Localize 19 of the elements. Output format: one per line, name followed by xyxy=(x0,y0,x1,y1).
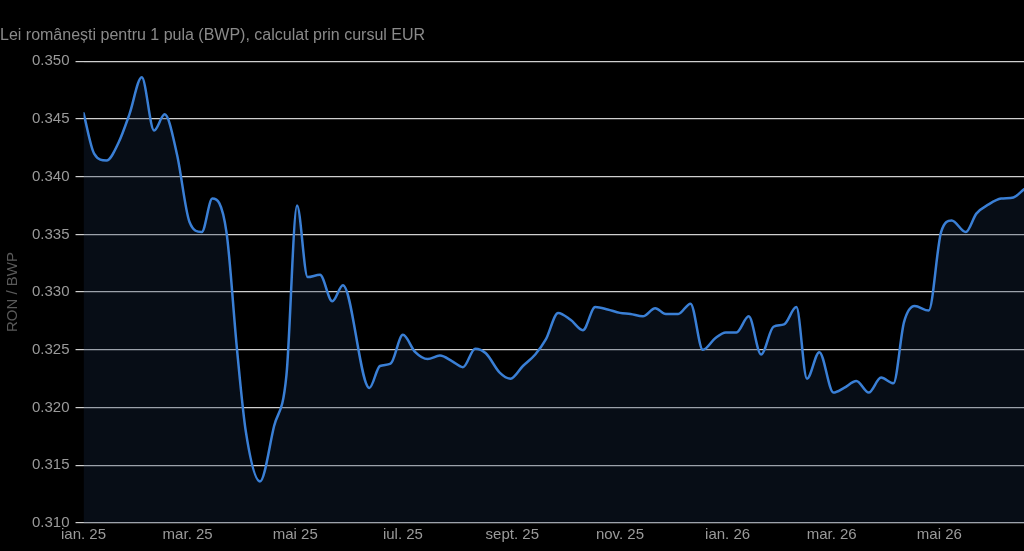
x-tick-label: ian. 26 xyxy=(705,525,751,543)
chart-title: Lei românești pentru 1 pula (BWP), calculat prin cursul EUR xyxy=(0,26,426,44)
y-tick-label: 0.325 xyxy=(31,339,70,357)
x-tick-label: mar. 26 xyxy=(806,525,857,543)
x-tick-label: mai 25 xyxy=(272,525,318,543)
x-tick-label: nov. 25 xyxy=(595,525,644,543)
y-tick-label: 0.335 xyxy=(31,224,70,242)
x-tick-label: mar. 25 xyxy=(162,525,213,543)
x-tick-label: mai 26 xyxy=(916,525,962,543)
y-axis-title: RON / BWP xyxy=(3,252,21,333)
y-tick-label: 0.350 xyxy=(31,51,70,69)
y-tick-label: 0.310 xyxy=(31,513,70,531)
y-tick-label: 0.330 xyxy=(31,282,70,300)
y-tick-label: 0.345 xyxy=(31,109,70,127)
y-tick-label: 0.340 xyxy=(31,166,70,184)
y-tick-label: 0.320 xyxy=(31,397,70,415)
y-tick-label: 0.315 xyxy=(31,455,70,473)
x-tick-label: sept. 25 xyxy=(485,525,539,543)
x-tick-label: iul. 25 xyxy=(382,525,423,543)
